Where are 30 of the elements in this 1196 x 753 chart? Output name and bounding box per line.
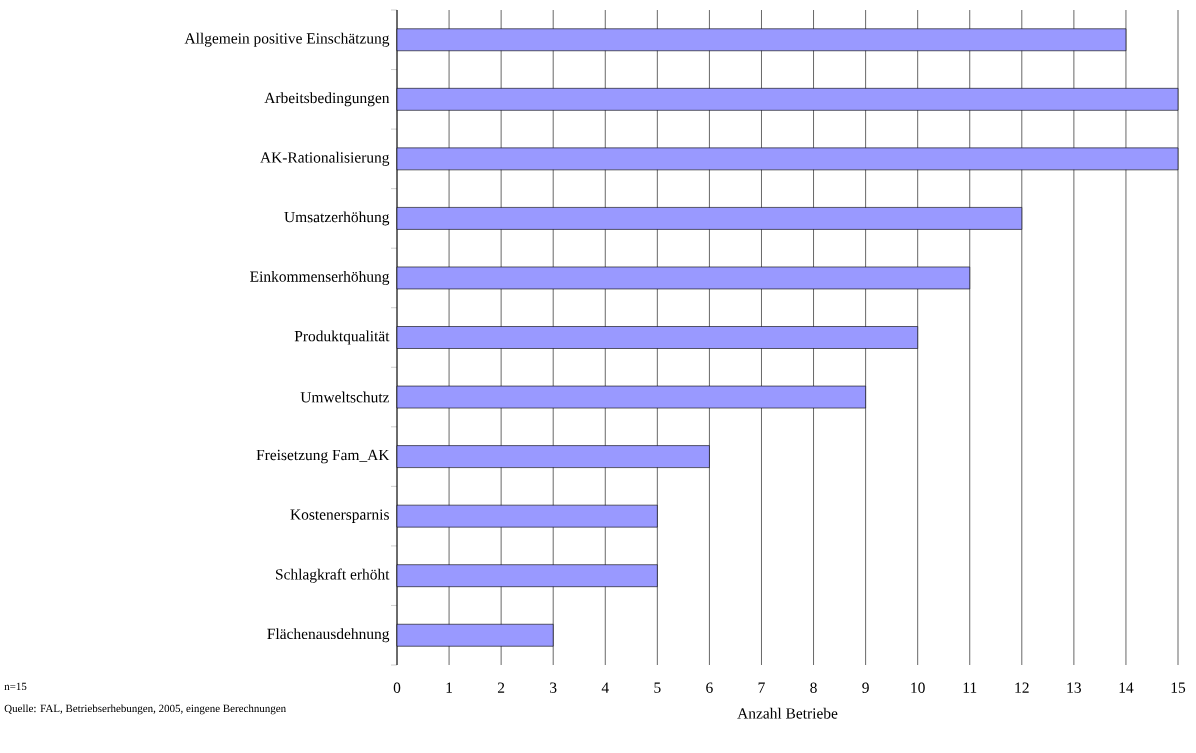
x-tick-label: 15: [1171, 682, 1186, 693]
y-tick-label: Umweltschutz: [300, 391, 390, 403]
y-tick-label: Freisetzung Fam_AK: [256, 449, 390, 464]
y-tick-label: AK-Rationalisierung: [260, 151, 390, 166]
x-tick-label: 2: [497, 682, 505, 693]
x-tick-label: 0: [393, 682, 401, 693]
y-tick-label: Kostenersparnis: [290, 509, 389, 523]
y-tick-label: Schlagkraft erhöht: [276, 568, 390, 583]
x-tick-label: 11: [963, 682, 977, 693]
x-axis-title: Anzahl Betriebe: [737, 707, 838, 719]
x-tick-label: 13: [1067, 682, 1081, 693]
x-tick-label: 5: [654, 682, 661, 693]
y-tick-label: Allgemein positive Einschätzung: [184, 32, 390, 47]
x-tick-label: 9: [862, 682, 869, 693]
x-tick-label: 4: [601, 682, 609, 693]
source-note: Quelle: FAL, Betriebserhebungen, 2005, eingene Berechnungen: [4, 704, 286, 715]
x-tick-label: 14: [1119, 682, 1134, 693]
x-tick-label: 12: [1015, 682, 1029, 693]
x-tick-label: 8: [810, 682, 817, 693]
y-tick-label: Flächenausdehnung: [267, 628, 390, 643]
y-tick-label: Einkommenserhöhung: [250, 270, 390, 285]
x-tick-label: 3: [550, 682, 557, 693]
x-tick-label: 10: [911, 682, 925, 693]
x-tick-label: 7: [758, 682, 765, 693]
x-tick-label: 1: [446, 682, 453, 693]
y-tick-label: Arbeitsbedingungen: [264, 92, 390, 107]
y-tick-label: Umsatzerhöhung: [284, 211, 390, 226]
y-tick-label: Produktqualität: [294, 330, 390, 345]
x-tick-label: 6: [706, 682, 713, 693]
text: n=15: [4, 682, 27, 691]
